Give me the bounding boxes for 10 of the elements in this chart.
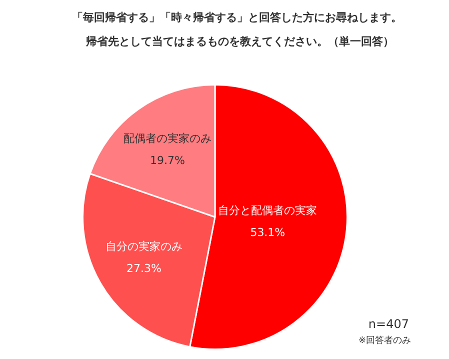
chart-subtitle: 帰省先として当てはまるものを教えてください。（単一回答）: [86, 34, 394, 49]
slice-label: 自分の実家のみ: [105, 240, 182, 253]
text: ※回答者のみ: [358, 334, 411, 347]
data-label: 19.7%: [150, 154, 185, 168]
slice-label: 自分と配偶者の実家: [218, 204, 318, 217]
slice-label: 配偶者の実家のみ: [123, 132, 212, 146]
data-label: 27.3%: [126, 262, 162, 275]
data-label: 53.1%: [250, 226, 286, 239]
text: n=407: [368, 317, 409, 331]
chart-title: 「毎回帰省する」「時々帰省する」と回答した方にお尋ねします。: [72, 10, 402, 25]
